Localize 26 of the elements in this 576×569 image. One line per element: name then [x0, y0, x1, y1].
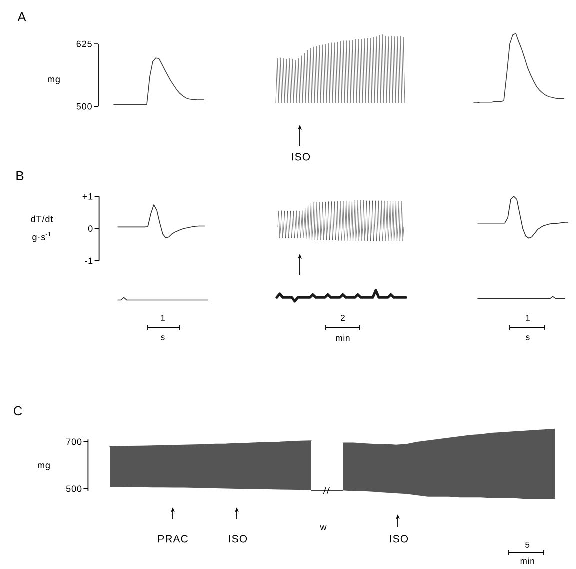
text: min — [336, 334, 350, 342]
text: 1 — [161, 315, 165, 321]
text: dT/dt g·s$^{-1}$ — [31, 216, 54, 242]
y-tick-label: 625 — [76, 40, 92, 48]
text: min — [520, 558, 534, 564]
text: ISO — [229, 535, 248, 543]
text: ISO — [390, 535, 408, 543]
y-tick-label: 500 — [66, 486, 82, 492]
y-tick-label: +1 — [82, 194, 93, 200]
text: PRAC — [158, 535, 188, 543]
y-axis-title: mg — [48, 78, 60, 84]
y-tick-label: 700 — [66, 438, 82, 446]
text: s — [161, 336, 165, 340]
chart-title: C — [14, 406, 22, 416]
y-tick-label: 500 — [76, 103, 92, 110]
y-tick-label: -1 — [85, 258, 93, 264]
text: ISO — [292, 153, 310, 161]
text: 5 — [526, 542, 530, 548]
text: 2 — [341, 315, 345, 321]
y-axis-title: mg — [38, 464, 50, 470]
chart-title: A — [18, 12, 26, 22]
y-tick-label: 0 — [88, 226, 93, 232]
text: 1 — [526, 315, 530, 321]
text: w — [320, 526, 327, 530]
text: s — [526, 336, 530, 340]
chart-title: B — [16, 172, 24, 180]
